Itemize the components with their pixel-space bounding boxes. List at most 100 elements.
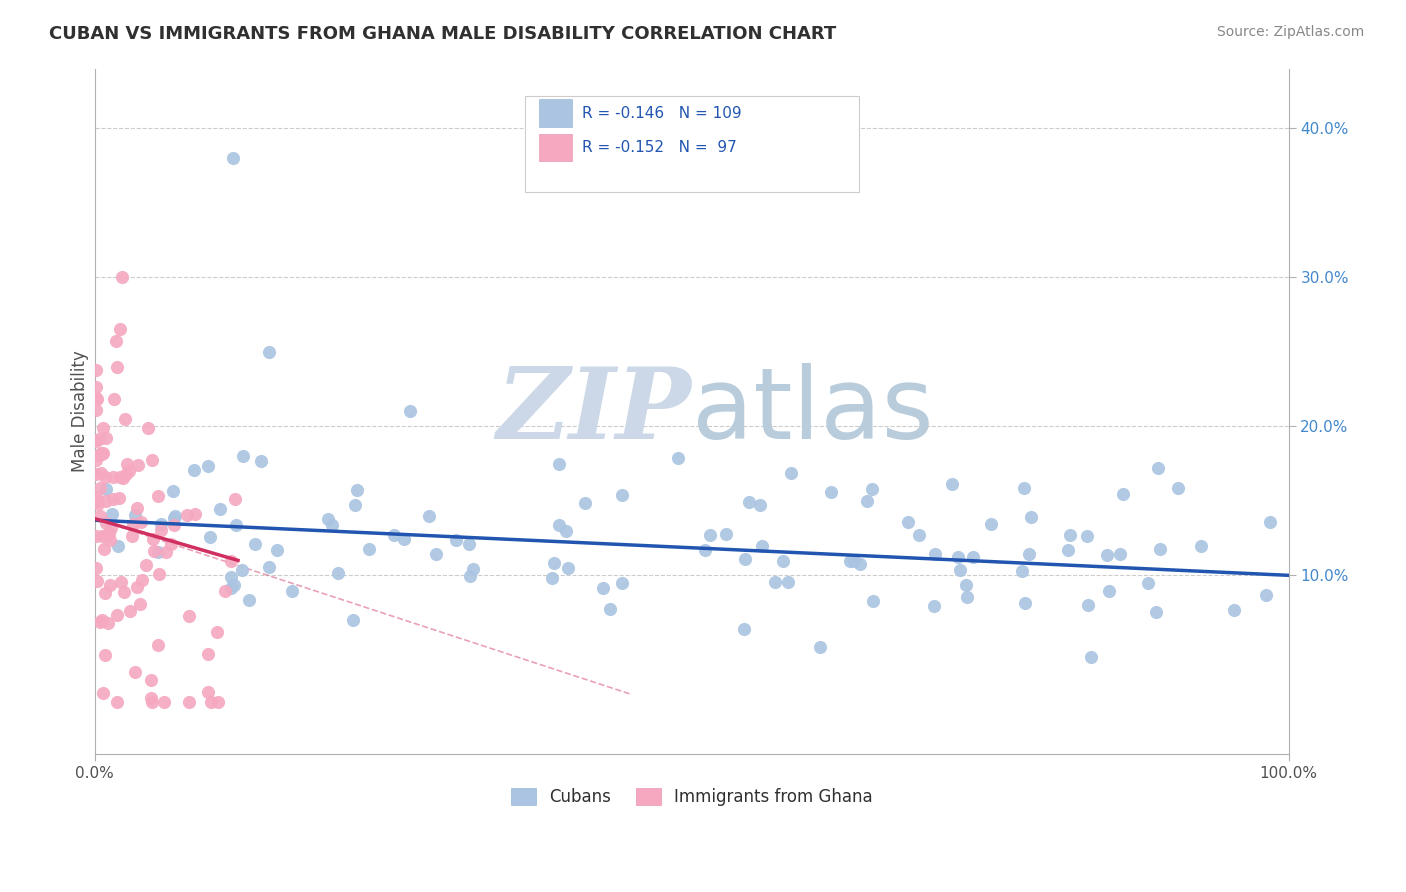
Legend: Cubans, Immigrants from Ghana: Cubans, Immigrants from Ghana — [502, 780, 882, 814]
Point — [121, 529, 143, 543]
Point — [222, 151, 245, 165]
Point — [110, 574, 132, 589]
Point — [114, 412, 136, 426]
Point — [1076, 529, 1098, 543]
Point — [231, 564, 253, 578]
Text: ZIP: ZIP — [496, 363, 692, 459]
Point — [86, 391, 108, 405]
Point — [457, 537, 479, 551]
Point — [555, 524, 578, 539]
Point — [219, 570, 242, 584]
Point — [346, 483, 368, 498]
Point — [458, 569, 481, 583]
Point — [86, 392, 108, 407]
Point — [1098, 584, 1121, 599]
Text: R = -0.152   N =  97: R = -0.152 N = 97 — [582, 140, 737, 155]
FancyBboxPatch shape — [538, 134, 572, 161]
Point — [808, 640, 831, 654]
Point — [734, 552, 756, 566]
Point — [87, 448, 110, 462]
Point — [129, 597, 152, 611]
Point — [232, 449, 254, 463]
Point — [176, 508, 198, 522]
Point — [118, 604, 141, 618]
Point — [94, 516, 117, 530]
Point — [91, 528, 114, 542]
Point — [136, 421, 159, 435]
Point — [820, 484, 842, 499]
Point — [1080, 650, 1102, 665]
Point — [922, 599, 945, 614]
FancyBboxPatch shape — [524, 96, 859, 192]
Point — [1077, 599, 1099, 613]
Text: Source: ZipAtlas.com: Source: ZipAtlas.com — [1216, 25, 1364, 39]
Point — [111, 270, 134, 285]
Point — [197, 458, 219, 473]
Point — [243, 537, 266, 551]
Point — [91, 686, 114, 700]
Point — [1108, 547, 1130, 561]
Point — [1223, 602, 1246, 616]
Point — [94, 493, 117, 508]
Point — [1018, 547, 1040, 561]
Point — [124, 508, 146, 523]
Point — [142, 532, 165, 546]
Point — [155, 545, 177, 559]
Point — [84, 380, 107, 394]
Point — [183, 462, 205, 476]
Point — [141, 690, 163, 705]
Point — [557, 561, 579, 575]
Point — [105, 608, 128, 623]
Point — [177, 695, 200, 709]
Point — [955, 577, 977, 591]
Text: R = -0.146   N = 109: R = -0.146 N = 109 — [582, 105, 741, 120]
Point — [86, 497, 108, 511]
Point — [238, 593, 260, 607]
Point — [184, 507, 207, 521]
Point — [780, 466, 803, 480]
Point — [87, 432, 110, 446]
Point — [105, 695, 128, 709]
Point — [941, 477, 963, 491]
Point — [446, 533, 468, 548]
Point — [344, 498, 367, 512]
Point — [127, 500, 149, 515]
Point — [225, 517, 247, 532]
Point — [146, 489, 169, 503]
Point — [84, 434, 107, 449]
Point — [856, 494, 879, 508]
Point — [749, 498, 772, 512]
Point — [224, 578, 246, 592]
Point — [150, 517, 173, 532]
Point — [101, 470, 124, 484]
Point — [135, 558, 157, 573]
Point — [103, 392, 125, 407]
Point — [125, 581, 148, 595]
Point — [394, 533, 416, 547]
Point — [150, 523, 173, 537]
Point — [219, 581, 242, 595]
Point — [342, 613, 364, 627]
Point — [1112, 487, 1135, 501]
Point — [208, 502, 231, 516]
Point — [91, 446, 114, 460]
Point — [1137, 576, 1160, 591]
Point — [105, 359, 128, 374]
Point — [1258, 515, 1281, 529]
Point — [1056, 542, 1078, 557]
Text: CUBAN VS IMMIGRANTS FROM GHANA MALE DISABILITY CORRELATION CHART: CUBAN VS IMMIGRANTS FROM GHANA MALE DISA… — [49, 25, 837, 43]
Point — [160, 537, 183, 551]
Point — [1059, 528, 1081, 542]
Point — [165, 508, 187, 523]
Point — [461, 562, 484, 576]
Point — [548, 457, 571, 471]
Point — [153, 695, 176, 709]
Point — [214, 583, 236, 598]
Point — [90, 447, 112, 461]
Point — [163, 511, 186, 525]
Point — [200, 695, 222, 709]
Point — [219, 554, 242, 568]
Point — [382, 528, 405, 542]
Point — [574, 496, 596, 510]
Point — [96, 529, 118, 543]
